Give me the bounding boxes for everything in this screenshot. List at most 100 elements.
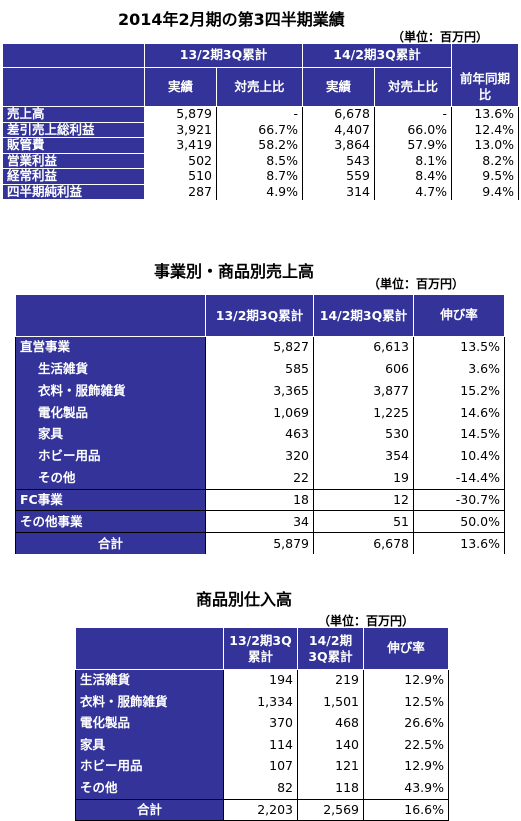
growth-cell: 43.9% bbox=[363, 777, 449, 800]
prev-value-cell: 1,334 bbox=[223, 691, 298, 713]
row-label: 直営事業 bbox=[15, 336, 206, 359]
growth-cell: 26.6% bbox=[363, 712, 449, 735]
growth-cell: 12.5% bbox=[363, 691, 449, 713]
row-label: ホビー用品 bbox=[75, 755, 224, 778]
curr-value-cell: 606 bbox=[313, 358, 414, 381]
yoy-cell: 9.5% bbox=[451, 168, 520, 184]
table-row: 売上高 5,879-6,678-13.6% bbox=[2, 106, 520, 123]
t1-ratio-header: 対売上比 bbox=[215, 67, 304, 107]
prev-value-cell: 18 bbox=[205, 489, 314, 512]
growth-cell: 13.6% bbox=[413, 532, 505, 555]
curr-actual-cell: 3,864 bbox=[302, 137, 376, 153]
t1-actual-header: 実績 bbox=[144, 67, 217, 107]
table-row: FC事業 18 12 -30.7% bbox=[15, 489, 505, 512]
prev-value-cell: 463 bbox=[205, 423, 314, 446]
purchases-by-product-table: 13/2期3Q累計 14/2期3Q累計 伸び率 生活雑貨 194 219 12.9% 衣… bbox=[75, 627, 449, 821]
curr-actual-cell: 6,678 bbox=[302, 106, 376, 122]
row-label: 差引売上総利益 bbox=[2, 121, 145, 138]
growth-cell: 15.2% bbox=[413, 380, 505, 402]
t1-yoy-header: 前年同期比 bbox=[451, 67, 520, 107]
results-table: 13/2期3Q累計 14/2期3Q累計 実績 対売上比 実績 対売上比 前年同期… bbox=[2, 43, 520, 200]
prev-ratio-cell: 8.7% bbox=[215, 168, 304, 184]
section1-unit: （単位：百万円） bbox=[392, 30, 489, 44]
prev-ratio-cell: 4.9% bbox=[215, 184, 304, 200]
row-label: ホビー用品 bbox=[15, 445, 206, 468]
curr-value-cell: 3,877 bbox=[313, 380, 414, 402]
row-label: 合計 bbox=[15, 532, 206, 555]
row-label: 電化製品 bbox=[75, 712, 224, 735]
table-row: 家具 114 140 22.5% bbox=[75, 734, 449, 756]
growth-cell: 14.5% bbox=[413, 423, 505, 446]
table-row: 合計 5,879 6,678 13.6% bbox=[15, 532, 505, 555]
curr-value-cell: 1,501 bbox=[297, 691, 364, 713]
table-row: その他 22 19 -14.4% bbox=[15, 467, 505, 490]
yoy-cell: 12.4% bbox=[451, 122, 520, 138]
prev-value-cell: 34 bbox=[205, 510, 314, 534]
row-label: 生活雑貨 bbox=[75, 669, 224, 692]
yoy-cell: 9.4% bbox=[451, 184, 520, 200]
growth-cell: 12.9% bbox=[363, 669, 449, 692]
prev-value-cell: 114 bbox=[223, 734, 298, 756]
curr-value-cell: 51 bbox=[313, 510, 414, 534]
row-label: 売上高 bbox=[2, 106, 145, 123]
row-label: 電化製品 bbox=[15, 401, 206, 424]
curr-ratio-cell: 4.7% bbox=[374, 184, 453, 200]
table-row: 衣料・服飾雑貨 1,334 1,501 12.5% bbox=[75, 691, 449, 713]
curr-ratio-cell: 8.1% bbox=[374, 153, 453, 169]
prev-value-cell: 585 bbox=[205, 358, 314, 381]
row-label: 営業利益 bbox=[2, 152, 145, 169]
prev-value-cell: 82 bbox=[223, 777, 298, 800]
t2-col2-header: 14/2期3Q累計 bbox=[313, 294, 414, 337]
prev-value-cell: 5,827 bbox=[205, 336, 314, 359]
table-row: ホビー用品 320 354 10.4% bbox=[15, 445, 505, 468]
section1-title: 2014年2月期の第3四半期業績 bbox=[118, 10, 345, 29]
prev-ratio-cell: 58.2% bbox=[215, 137, 304, 153]
table-row: 電化製品 370 468 26.6% bbox=[75, 712, 449, 735]
t1-ratio-header: 対売上比 bbox=[374, 67, 453, 107]
curr-actual-cell: 559 bbox=[302, 168, 376, 184]
sales-by-segment-table: 13/2期3Q累計 14/2期3Q累計 伸び率 直営事業 5,827 6,613 13… bbox=[15, 294, 505, 555]
table-row: 販管費 3,419 58.2% 3,864 57.9% 13.0% bbox=[2, 137, 520, 154]
table-row: 電化製品 1,069 1,225 14.6% bbox=[15, 401, 505, 424]
table-row: 差引売上総利益 3,921 66.7% 4,407 66.0% 12.4% bbox=[2, 121, 520, 138]
prev-ratio-cell: 66.7% bbox=[215, 122, 304, 138]
prev-actual-cell: 510 bbox=[144, 168, 217, 184]
curr-value-cell: 118 bbox=[297, 777, 364, 800]
curr-value-cell: 1,225 bbox=[313, 401, 414, 424]
growth-cell: -30.7% bbox=[413, 489, 505, 512]
yoy-cell: 8.2% bbox=[451, 153, 520, 169]
yoy-cell: 13.0% bbox=[451, 137, 520, 153]
row-label: 家具 bbox=[75, 734, 224, 756]
prev-value-cell: 22 bbox=[205, 467, 314, 490]
section2-unit: （単位：百万円） bbox=[368, 277, 465, 291]
prev-value-cell: 5,879 bbox=[205, 532, 314, 555]
table-row: 生活雑貨 585 606 3.6% bbox=[15, 358, 505, 381]
prev-value-cell: 320 bbox=[205, 445, 314, 468]
prev-value-cell: 107 bbox=[223, 755, 298, 778]
t3-col2-header: 14/2期3Q累計 bbox=[297, 627, 364, 670]
row-label: 衣料・服飾雑貨 bbox=[15, 380, 206, 402]
growth-cell: 3.6% bbox=[413, 358, 505, 381]
table-row: 経常利益 510 8.7% 559 8.4% 9.5% bbox=[2, 168, 520, 185]
t2-col3-header: 伸び率 bbox=[413, 294, 505, 337]
table-row: その他 82 118 43.9% bbox=[75, 777, 449, 800]
growth-cell: 13.5% bbox=[413, 336, 505, 359]
row-label: その他 bbox=[75, 777, 224, 800]
curr-ratio-cell: 57.9% bbox=[374, 137, 453, 153]
row-label: その他 bbox=[15, 467, 206, 490]
table-row: 家具 463 530 14.5% bbox=[15, 423, 505, 446]
table-row: ホビー用品 107 121 12.9% bbox=[75, 755, 449, 778]
prev-value-cell: 194 bbox=[223, 669, 298, 692]
curr-value-cell: 2,569 bbox=[297, 798, 364, 821]
curr-value-cell: 468 bbox=[297, 712, 364, 735]
table-row: 直営事業 5,827 6,613 13.5% bbox=[15, 336, 505, 359]
row-label: 合計 bbox=[75, 798, 224, 821]
prev-value-cell: 2,203 bbox=[223, 798, 298, 821]
growth-cell: 14.6% bbox=[413, 401, 505, 424]
prev-actual-cell: 502 bbox=[144, 153, 217, 169]
curr-value-cell: 354 bbox=[313, 445, 414, 468]
row-label: 生活雑貨 bbox=[15, 358, 206, 381]
row-label: 経常利益 bbox=[2, 168, 145, 185]
curr-value-cell: 530 bbox=[313, 423, 414, 446]
table-row: 生活雑貨 194 219 12.9% bbox=[75, 669, 449, 692]
